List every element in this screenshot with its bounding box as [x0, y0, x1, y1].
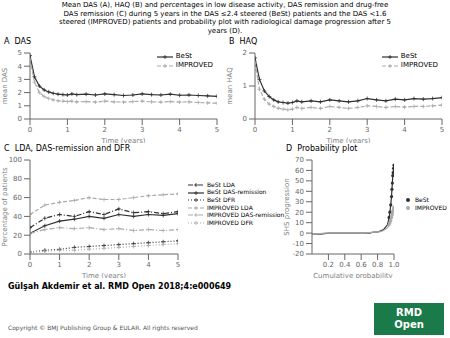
html-text:Copyright © BMJ Publishing Gro: Copyright © BMJ Publishing Group & EULAR… — [8, 324, 198, 331]
svg-text:5: 5 — [215, 126, 219, 134]
svg-text:1.0: 1.0 — [388, 261, 399, 269]
html-text:A DAS: A DAS — [4, 37, 32, 46]
svg-text:0: 0 — [28, 126, 32, 134]
svg-text:2: 2 — [87, 261, 91, 269]
svg-text:20: 20 — [13, 232, 22, 240]
svg-text:Time (years): Time (years) — [325, 137, 370, 143]
html-text:BeSt DFR: BeSt DFR — [207, 195, 236, 203]
html-text:Gülşah Akdemir et al. RMD Open: Gülşah Akdemir et al. RMD Open 2018;4:e0… — [8, 282, 232, 291]
html-text:IMPROVED: IMPROVED — [415, 203, 447, 211]
svg-text:1: 1 — [18, 102, 22, 110]
html-text:B HAQ: B HAQ — [229, 37, 258, 46]
html-text:Mean DAS (A), HAQ (B) and perc: Mean DAS (A), HAQ (B) and percentages in… — [59, 1, 391, 35]
svg-text:3: 3 — [140, 126, 144, 134]
svg-text:0: 0 — [300, 230, 304, 238]
svg-text:5: 5 — [176, 261, 180, 269]
html-text:IMPROVED: IMPROVED — [175, 60, 213, 69]
svg-text:0: 0 — [18, 115, 22, 123]
svg-text:3: 3 — [18, 76, 22, 84]
html-text:BeSt LDA: BeSt LDA — [207, 180, 235, 188]
svg-text:10: 10 — [295, 219, 304, 227]
svg-text:2: 2 — [328, 126, 332, 134]
svg-text:100: 100 — [9, 156, 22, 164]
html-text:IMPROVED: IMPROVED — [400, 60, 438, 69]
svg-text:0: 0 — [253, 126, 257, 134]
svg-text:80: 80 — [13, 175, 22, 183]
svg-text:Time (years): Time (years) — [81, 272, 126, 278]
html-text:BeSt: BeSt — [415, 195, 429, 203]
svg-text:40: 40 — [295, 188, 304, 196]
html-text:BeSt: BeSt — [175, 52, 193, 60]
svg-text:Percentage of patients: Percentage of patients — [8, 167, 9, 246]
svg-text:5: 5 — [18, 49, 22, 57]
svg-text:4: 4 — [402, 126, 407, 134]
svg-text:1: 1 — [290, 126, 294, 134]
svg-text:4: 4 — [18, 63, 23, 71]
svg-text:0: 0 — [243, 115, 247, 123]
svg-text:0.6: 0.6 — [356, 261, 368, 269]
svg-text:4: 4 — [177, 126, 182, 134]
svg-text:30: 30 — [295, 198, 304, 206]
svg-text:0.4: 0.4 — [339, 261, 351, 269]
svg-text:SHS progression: SHS progression — [283, 178, 291, 235]
html-text:D Probability plot: D Probability plot — [286, 144, 358, 153]
svg-text:-20: -20 — [293, 250, 304, 258]
svg-text:0.2: 0.2 — [323, 261, 334, 269]
html-text:BeSt: BeSt — [400, 52, 418, 60]
svg-text:60: 60 — [13, 194, 22, 202]
svg-text:5: 5 — [440, 126, 442, 134]
svg-text:50: 50 — [295, 177, 304, 185]
html-text:BeSt DAS-remission: BeSt DAS-remission — [207, 188, 267, 196]
svg-text:1: 1 — [243, 82, 247, 90]
html-text:C LDA, DAS-remission and DFR: C LDA, DAS-remission and DFR — [4, 144, 131, 153]
svg-text:mean HAQ: mean HAQ — [226, 67, 234, 105]
svg-text:2: 2 — [18, 89, 22, 97]
svg-text:-10: -10 — [293, 240, 304, 248]
svg-text:20: 20 — [295, 209, 304, 217]
svg-text:3: 3 — [117, 261, 121, 269]
html-text:IMPROVED DFR: IMPROVED DFR — [207, 218, 253, 226]
svg-text:Time (years): Time (years) — [100, 137, 145, 143]
svg-text:4: 4 — [146, 261, 151, 269]
svg-text:0: 0 — [28, 261, 32, 269]
svg-text:3: 3 — [365, 126, 369, 134]
svg-text:mean DAS: mean DAS — [8, 67, 9, 104]
svg-text:1: 1 — [65, 126, 69, 134]
svg-text:2: 2 — [103, 126, 107, 134]
svg-text:60: 60 — [295, 167, 304, 175]
svg-text:1: 1 — [57, 261, 61, 269]
svg-text:0: 0 — [18, 250, 22, 258]
svg-text:70: 70 — [295, 156, 304, 164]
svg-text:0.8: 0.8 — [372, 261, 383, 269]
svg-text:2: 2 — [243, 49, 247, 57]
html-text:IMPROVED DAS-remission: IMPROVED DAS-remission — [207, 211, 285, 219]
svg-text:Cumulative probability: Cumulative probability — [313, 272, 393, 278]
html-text:IMPROVED LDA: IMPROVED LDA — [207, 203, 253, 211]
svg-text:40: 40 — [13, 213, 22, 221]
html-text:RMD Open: RMD Open — [394, 307, 424, 330]
